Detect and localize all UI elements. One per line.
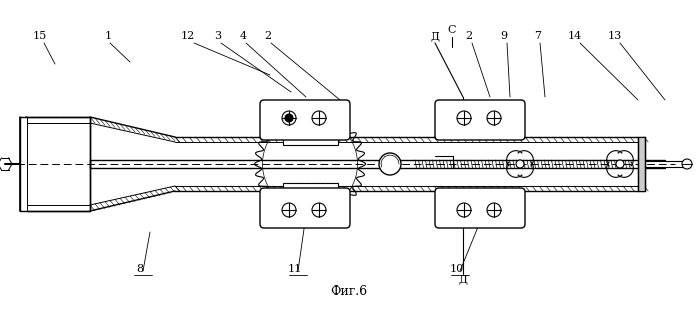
Text: 13: 13 xyxy=(608,31,622,41)
Circle shape xyxy=(282,203,296,217)
Circle shape xyxy=(312,111,326,125)
Text: 2: 2 xyxy=(466,31,473,41)
Circle shape xyxy=(487,203,501,217)
Bar xyxy=(283,131,338,145)
Text: 7: 7 xyxy=(535,31,542,41)
Text: 11: 11 xyxy=(288,264,302,274)
Text: 8: 8 xyxy=(136,264,143,274)
FancyBboxPatch shape xyxy=(260,100,350,140)
Text: 3: 3 xyxy=(215,31,222,41)
Text: 12: 12 xyxy=(181,31,195,41)
Circle shape xyxy=(487,111,501,125)
Bar xyxy=(283,183,338,197)
Text: 9: 9 xyxy=(500,31,507,41)
Circle shape xyxy=(516,160,524,168)
Text: 1: 1 xyxy=(104,31,112,41)
Text: 2: 2 xyxy=(264,31,272,41)
Text: Д: Д xyxy=(431,31,440,41)
Circle shape xyxy=(282,111,296,125)
Bar xyxy=(638,137,645,191)
Text: С: С xyxy=(448,25,456,35)
FancyBboxPatch shape xyxy=(435,188,525,228)
FancyBboxPatch shape xyxy=(435,100,525,140)
Text: 15: 15 xyxy=(33,31,47,41)
Circle shape xyxy=(616,160,624,168)
Circle shape xyxy=(457,111,471,125)
Text: 4: 4 xyxy=(240,31,247,41)
Circle shape xyxy=(457,203,471,217)
Text: 10: 10 xyxy=(450,264,464,274)
Text: 14: 14 xyxy=(568,31,582,41)
Bar xyxy=(20,117,90,211)
Text: Д: Д xyxy=(459,274,468,284)
Circle shape xyxy=(682,159,692,169)
FancyBboxPatch shape xyxy=(260,188,350,228)
Circle shape xyxy=(312,203,326,217)
Circle shape xyxy=(379,153,401,175)
Circle shape xyxy=(285,114,293,122)
Text: Фиг.6: Фиг.6 xyxy=(331,285,368,298)
